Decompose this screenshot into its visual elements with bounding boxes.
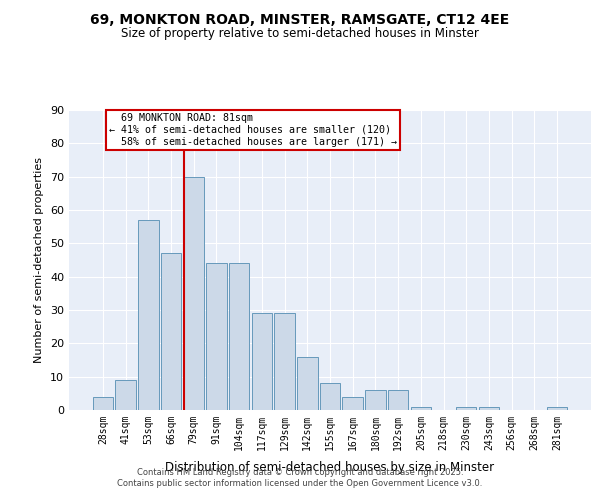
Bar bbox=[274, 314, 295, 410]
Bar bbox=[456, 406, 476, 410]
Y-axis label: Number of semi-detached properties: Number of semi-detached properties bbox=[34, 157, 44, 363]
Text: Size of property relative to semi-detached houses in Minster: Size of property relative to semi-detach… bbox=[121, 28, 479, 40]
Bar bbox=[320, 384, 340, 410]
Bar bbox=[479, 406, 499, 410]
Text: Contains HM Land Registry data © Crown copyright and database right 2025.
Contai: Contains HM Land Registry data © Crown c… bbox=[118, 468, 482, 487]
Text: 69 MONKTON ROAD: 81sqm
← 41% of semi-detached houses are smaller (120)
  58% of : 69 MONKTON ROAD: 81sqm ← 41% of semi-det… bbox=[109, 114, 397, 146]
Text: 69, MONKTON ROAD, MINSTER, RAMSGATE, CT12 4EE: 69, MONKTON ROAD, MINSTER, RAMSGATE, CT1… bbox=[91, 12, 509, 26]
Bar bbox=[138, 220, 158, 410]
Bar bbox=[365, 390, 386, 410]
Bar bbox=[93, 396, 113, 410]
Bar bbox=[388, 390, 409, 410]
Bar bbox=[297, 356, 317, 410]
Bar bbox=[115, 380, 136, 410]
Bar bbox=[410, 406, 431, 410]
Bar bbox=[547, 406, 567, 410]
Bar bbox=[229, 264, 250, 410]
Bar bbox=[343, 396, 363, 410]
Bar bbox=[206, 264, 227, 410]
Bar bbox=[251, 314, 272, 410]
Bar bbox=[184, 176, 204, 410]
Bar bbox=[161, 254, 181, 410]
X-axis label: Distribution of semi-detached houses by size in Minster: Distribution of semi-detached houses by … bbox=[166, 461, 494, 474]
